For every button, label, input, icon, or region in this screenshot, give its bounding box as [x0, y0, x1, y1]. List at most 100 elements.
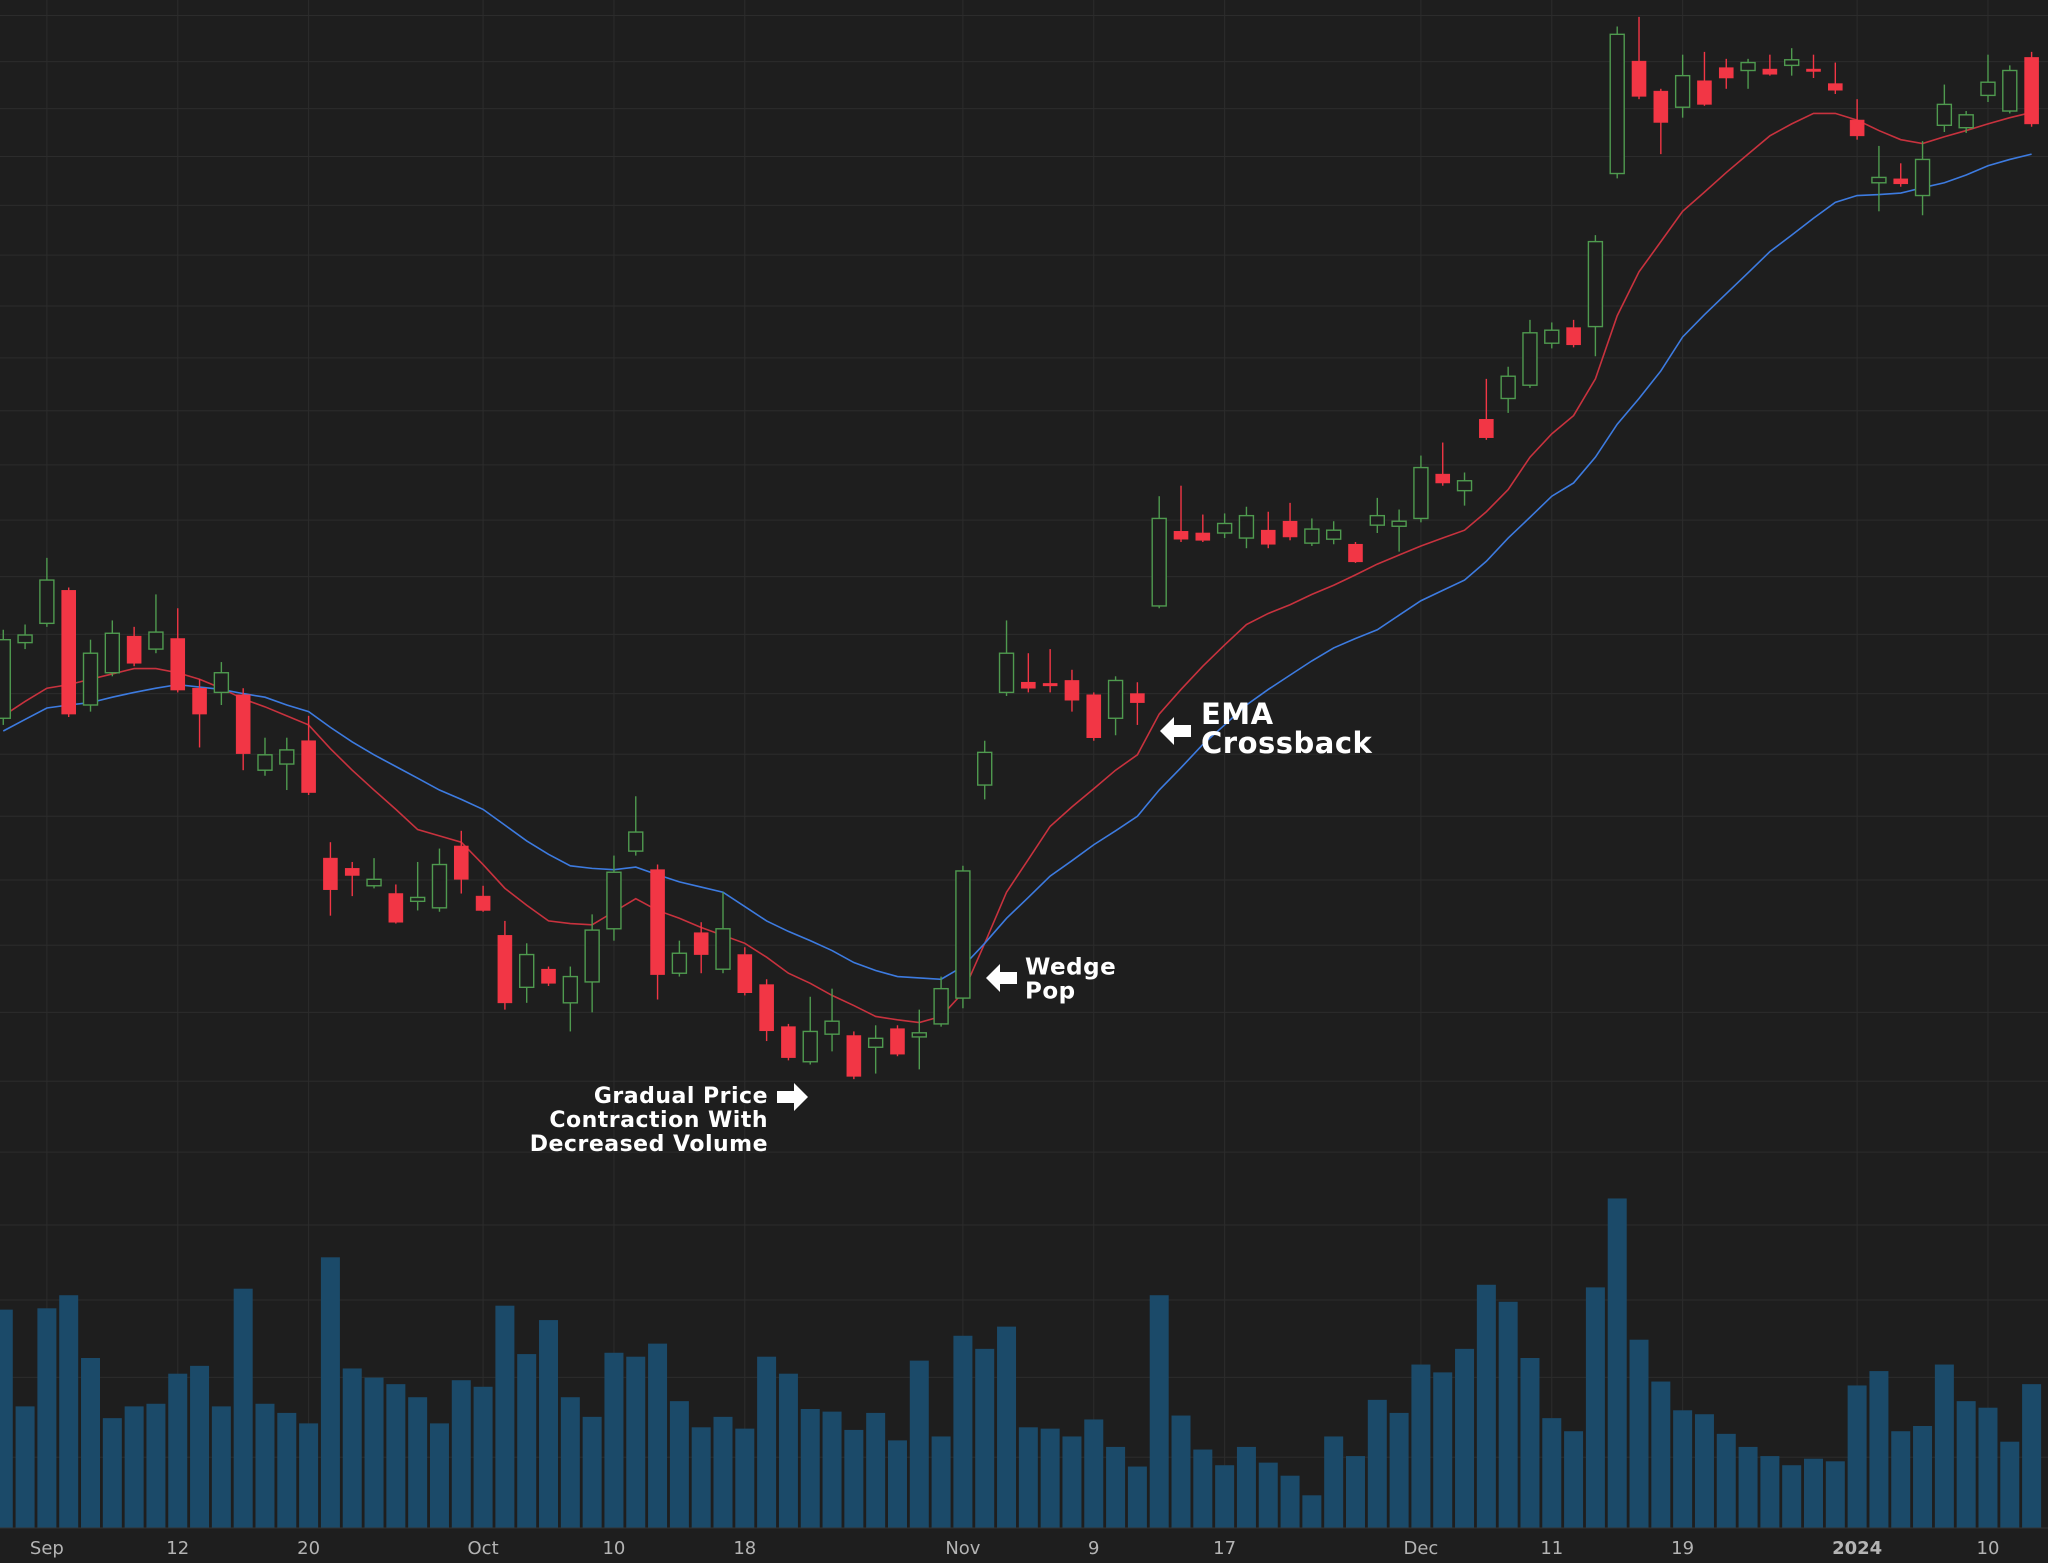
candle-body	[737, 954, 753, 994]
candle-body	[650, 869, 665, 975]
candle-body	[1806, 68, 1821, 72]
candle-body	[1740, 61, 1756, 72]
candle-body	[1587, 240, 1604, 328]
candle-body	[1042, 683, 1058, 687]
volume-bar	[931, 1436, 951, 1528]
volume-bar	[735, 1428, 755, 1528]
volume-bar	[1716, 1433, 1736, 1528]
candle-body	[759, 984, 774, 1032]
x-tick-label: 19	[1671, 1538, 1694, 1559]
arrow	[777, 1083, 808, 1111]
volume-bar	[1913, 1426, 1933, 1528]
volume-bar	[800, 1409, 820, 1528]
candle-body	[1107, 679, 1124, 719]
volume-bar	[1804, 1458, 1823, 1528]
volume-bar	[1236, 1446, 1256, 1528]
volume-bar	[1106, 1446, 1126, 1528]
volume-bar	[822, 1411, 842, 1528]
candle-body	[1260, 529, 1276, 545]
volume-pane	[0, 1198, 2042, 1528]
x-tick-label: 20	[297, 1538, 320, 1559]
volume-bar	[1891, 1431, 1911, 1528]
candle-body	[824, 1020, 840, 1035]
candle-body	[933, 987, 949, 1025]
candle-body	[781, 1026, 796, 1058]
candle-body	[257, 754, 273, 771]
candle-body	[1762, 68, 1778, 75]
volume-bar	[146, 1403, 166, 1528]
annotation-text: Gradual Price	[594, 1084, 768, 1109]
candle-body	[1609, 33, 1625, 175]
volume-bar	[691, 1427, 711, 1528]
volume-bar	[277, 1412, 297, 1528]
volume-bar	[1433, 1372, 1453, 1528]
ema-lines	[2, 111, 2032, 1024]
volume-bar	[1978, 1407, 1998, 1528]
candle-body	[388, 893, 404, 923]
volume-bar	[1018, 1427, 1038, 1528]
candle-body	[279, 749, 295, 765]
candle-body	[584, 929, 600, 983]
candle-body	[1325, 529, 1342, 540]
candle-body	[802, 1030, 818, 1063]
volume-bar	[1149, 1295, 1169, 1528]
candle-body	[1828, 83, 1843, 91]
candle-body	[562, 975, 579, 1004]
volume-bar	[1760, 1456, 1780, 1528]
volume-bar	[909, 1360, 929, 1528]
volume-bar	[190, 1365, 210, 1528]
volume-bar	[233, 1288, 253, 1528]
candle-body	[2024, 57, 2039, 125]
candle-body	[61, 590, 77, 715]
candle-body	[671, 952, 688, 974]
candle-body	[82, 652, 99, 706]
volume-bar	[582, 1416, 602, 1528]
volume-bar	[1324, 1436, 1344, 1528]
annotation-text: Contraction With	[549, 1108, 768, 1133]
candle-body	[1871, 176, 1887, 184]
volume-bar	[1564, 1431, 1584, 1528]
candle-body	[1893, 178, 1909, 185]
annotations: EMA Crossback Wedge Pop Gradual Price Co…	[530, 697, 1372, 1157]
volume-bar	[669, 1401, 689, 1528]
volume-bar	[1040, 1428, 1060, 1528]
arrow	[986, 964, 1017, 992]
candle-body	[955, 870, 971, 999]
candle-body	[1936, 103, 1953, 127]
volume-bar	[517, 1354, 537, 1528]
candle-body	[1021, 681, 1036, 689]
volume-bar	[778, 1373, 798, 1528]
arrow	[1160, 717, 1191, 745]
volume-bar	[626, 1356, 646, 1528]
volume-bar	[953, 1335, 973, 1528]
candle-body	[2002, 69, 2018, 112]
volume-bar	[975, 1348, 995, 1528]
volume-bar	[844, 1429, 864, 1528]
volume-bar	[1542, 1418, 1562, 1528]
volume-bar	[887, 1440, 907, 1528]
volume-bar	[1738, 1446, 1758, 1528]
candle-body	[1674, 74, 1691, 108]
candle-body	[1195, 532, 1211, 541]
candle-body	[475, 895, 491, 911]
volume-bar	[539, 1320, 559, 1528]
candle-body	[366, 878, 382, 887]
candle-body	[1566, 327, 1581, 346]
candle-body	[1216, 522, 1233, 534]
x-tick-label: Nov	[945, 1538, 980, 1559]
candle-body	[344, 868, 360, 876]
ema-line	[2, 153, 2032, 981]
volume-bar	[1585, 1287, 1605, 1528]
candle-body	[235, 694, 251, 754]
candle-body	[1479, 419, 1494, 438]
volume-bar	[866, 1412, 886, 1528]
candle-body	[1369, 514, 1386, 526]
volume-bar	[1280, 1475, 1300, 1528]
volume-bar	[1127, 1466, 1147, 1528]
candle-body	[1435, 473, 1451, 484]
candle-body	[1151, 517, 1167, 607]
volume-bar	[1455, 1348, 1475, 1528]
candle-body	[1238, 514, 1255, 539]
